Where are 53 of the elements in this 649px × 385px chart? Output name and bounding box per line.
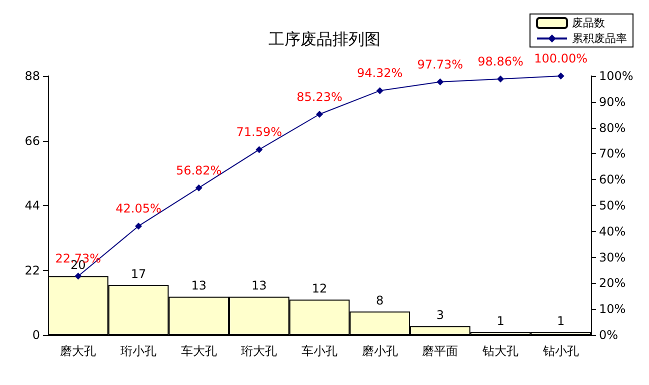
point — [74, 272, 82, 280]
y-tick-label: 22 — [24, 263, 40, 278]
data-label: 100.00% — [534, 52, 588, 66]
y-tick-label: 88 — [24, 69, 40, 83]
data-label: 85.23% — [296, 90, 342, 104]
x-tick-label: 车小孔 — [302, 344, 338, 358]
legend-label: 累积废品率 — [572, 32, 627, 45]
data-label: 94.32% — [356, 66, 403, 80]
y2-tick-label: 20% — [599, 276, 626, 290]
data-label: 3 — [436, 308, 444, 322]
data-label: 17 — [130, 266, 146, 281]
y2-tick-label: 40% — [599, 224, 626, 238]
y2-tick-label: 80% — [599, 120, 626, 135]
data-label: 8 — [376, 293, 384, 308]
point — [376, 87, 384, 94]
legend-label: 废品数 — [572, 16, 605, 30]
y2-tick-label: 30% — [599, 250, 626, 264]
x-tick-label: 钻大孔 — [482, 344, 518, 358]
point — [497, 75, 504, 82]
data-label: 12 — [312, 282, 328, 296]
x-tick-label: 磨平面 — [422, 344, 458, 358]
x-tick-label: 钻小孔 — [542, 344, 579, 358]
x-tick-label: 车大孔 — [180, 344, 217, 358]
x-tick-label: 珩大孔 — [241, 344, 278, 358]
y2-tick-label: 50% — [599, 198, 626, 212]
y2-tick-label: 10% — [599, 302, 626, 316]
point — [436, 78, 444, 86]
chart-title: 工序废品排列图 — [268, 30, 380, 48]
point — [256, 146, 263, 154]
y2-tick-label: 70% — [599, 146, 626, 161]
x-tick-label: 珩小孔 — [120, 344, 156, 358]
data-label: 42.05% — [116, 202, 162, 216]
y2-tick-label: 60% — [599, 172, 626, 187]
data-label: 13 — [191, 278, 206, 293]
x-tick-label: 磨大孔 — [60, 344, 96, 358]
data-label: 71.59% — [236, 125, 282, 140]
data-label: 13 — [252, 278, 267, 293]
point — [195, 184, 202, 192]
x-tick-label: 磨小孔 — [362, 344, 398, 358]
y2-tick-label: 0% — [599, 328, 618, 342]
data-label: 56.82% — [176, 163, 222, 178]
data-label: 1 — [557, 314, 565, 328]
point — [316, 110, 323, 118]
point — [557, 72, 564, 80]
point — [135, 222, 142, 230]
y-tick-label: 0 — [32, 328, 40, 342]
y2-tick-label: 100% — [599, 69, 634, 83]
data-label: 98.86% — [478, 54, 524, 68]
data-label: 97.73% — [417, 57, 464, 72]
y2-tick-label: 90% — [599, 94, 626, 109]
data-label: 1 — [496, 314, 504, 328]
y-tick-label: 66 — [24, 134, 40, 148]
y-tick-label: 44 — [24, 198, 40, 212]
